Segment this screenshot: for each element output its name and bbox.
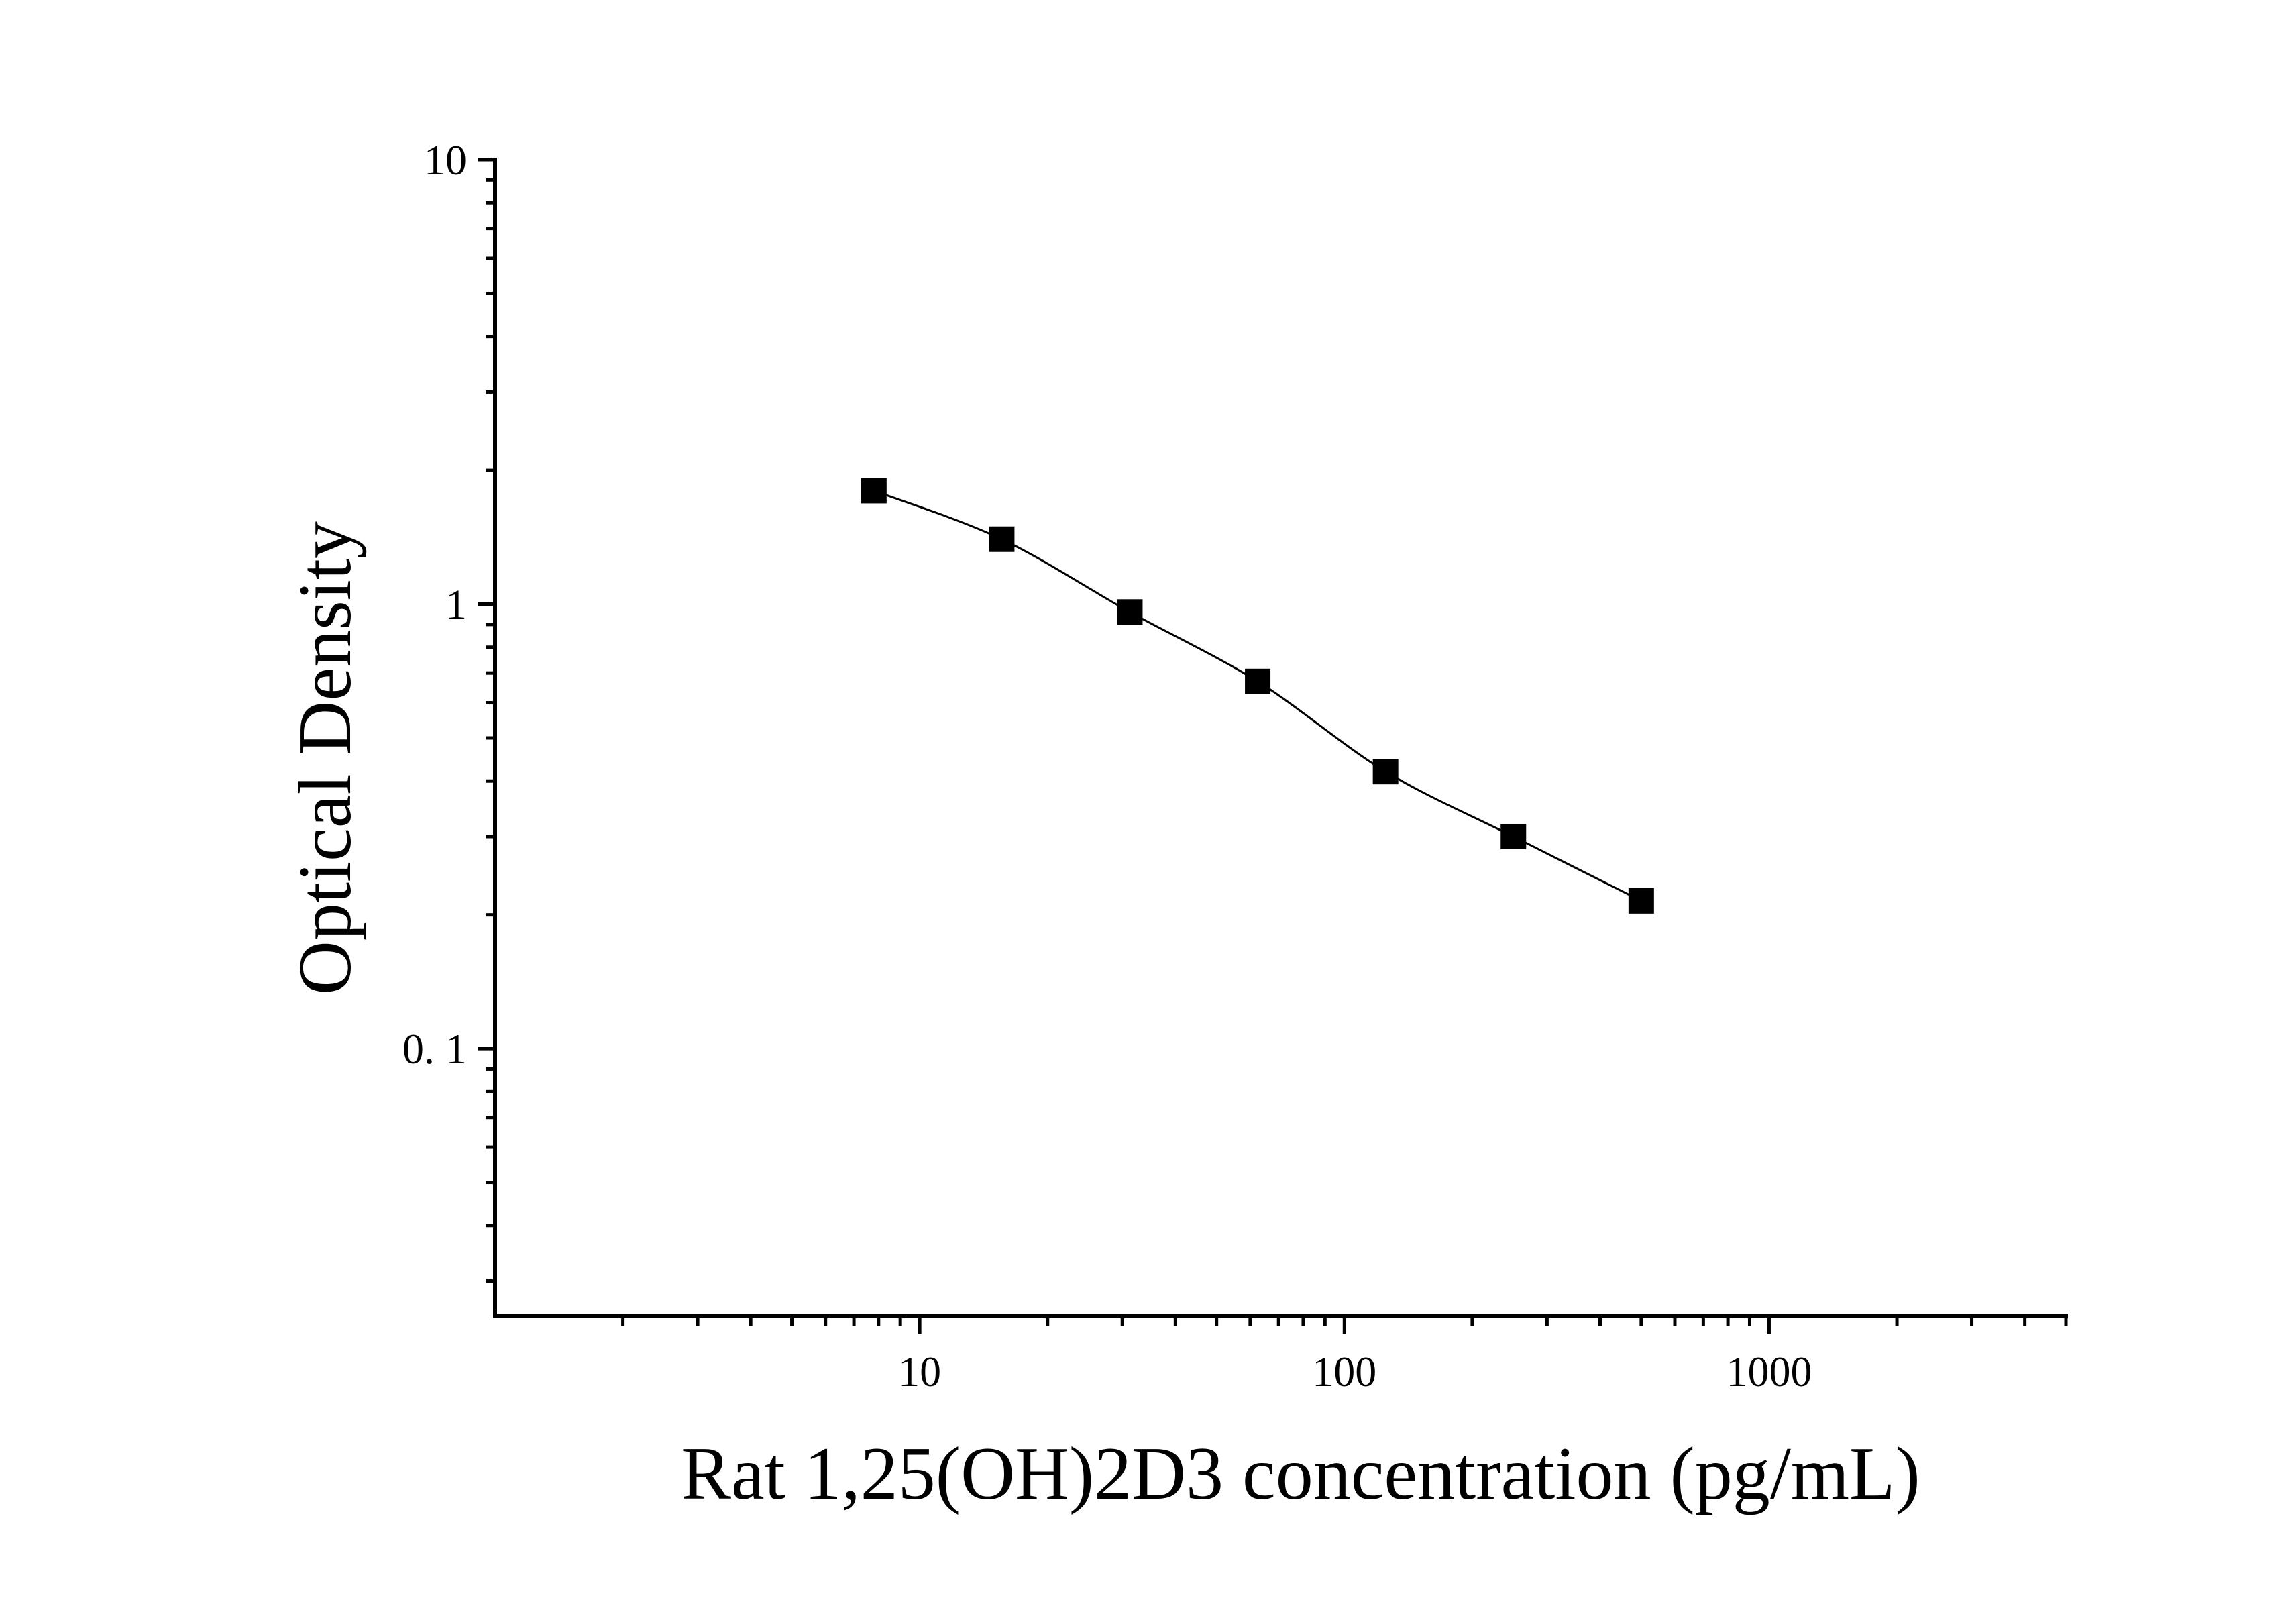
x-axis-tick-labels: 10 100 1000 xyxy=(898,1348,1812,1395)
data-point-marker xyxy=(1117,599,1143,625)
y-tick-label: 10 xyxy=(424,136,467,184)
data-point-marker xyxy=(1500,823,1527,849)
y-tick-label: 1 xyxy=(445,581,467,629)
data-point-marker xyxy=(1245,668,1271,694)
data-point-marker xyxy=(861,478,887,504)
x-tick-label: 10 xyxy=(898,1348,941,1395)
x-axis-title: Rat 1,25(OH)2D3 concentration (pg/mL) xyxy=(681,1432,1920,1515)
series-layer xyxy=(861,478,1654,914)
axes xyxy=(493,158,2068,1318)
x-tick-label: 100 xyxy=(1312,1348,1376,1395)
y-axis-tick-labels: 0. 1 1 10 xyxy=(402,136,467,1073)
data-point-marker xyxy=(989,526,1015,552)
x-tick-label: 1000 xyxy=(1726,1348,1812,1395)
data-point-marker xyxy=(1372,759,1399,785)
x-axis-ticks xyxy=(621,1316,2068,1334)
data-point-marker xyxy=(1628,888,1654,914)
y-tick-label: 0. 1 xyxy=(402,1025,467,1073)
y-axis-title: Optical Density xyxy=(284,521,367,995)
y-axis-ticks xyxy=(478,158,495,1283)
